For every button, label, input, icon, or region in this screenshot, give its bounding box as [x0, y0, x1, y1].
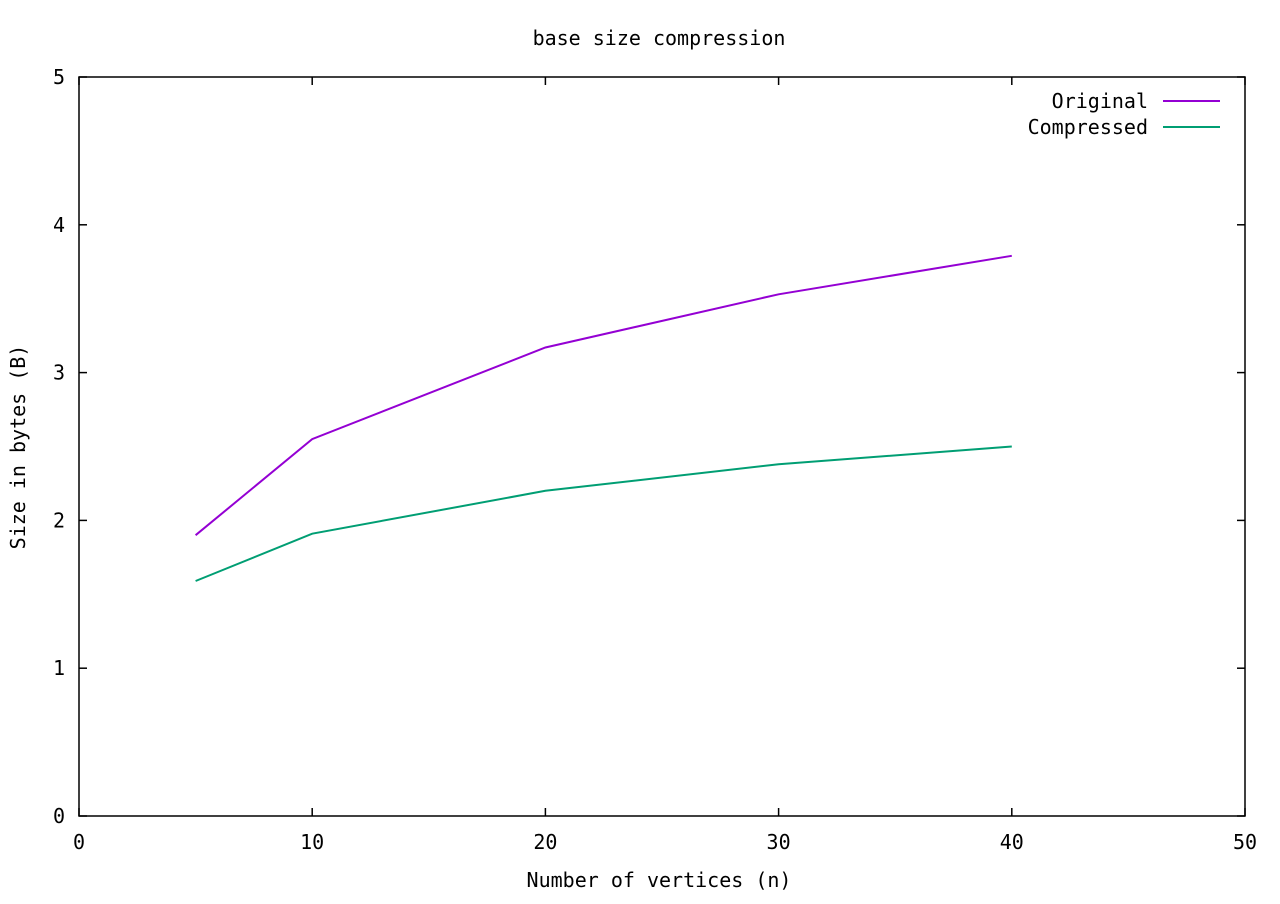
- x-tick-label: 30: [767, 830, 791, 854]
- series-lines: [194, 254, 1012, 582]
- x-tick-label: 20: [533, 830, 557, 854]
- x-tick-label: 10: [300, 830, 324, 854]
- x-tick-label: 40: [1000, 830, 1024, 854]
- x-axis-label: Number of vertices (n): [527, 868, 792, 892]
- series-line-compressed: [195, 445, 1012, 582]
- y-tick-label: 0: [53, 804, 65, 828]
- legend-label: Original: [1052, 89, 1148, 113]
- axis-ticks: 0 10 20 30 40 50 0 1 2 3 4 5: [53, 65, 1257, 854]
- chart-title: base size compression: [533, 26, 786, 50]
- y-tick-label: 1: [53, 656, 65, 680]
- x-tick-label: 50: [1233, 830, 1257, 854]
- y-tick-label: 2: [53, 508, 65, 532]
- x-tick-label: 0: [73, 830, 85, 854]
- y-tick-label: 3: [53, 361, 65, 385]
- y-axis-label: Size in bytes (B): [6, 345, 30, 550]
- series-line-original: [194, 254, 1012, 536]
- legend-label: Compressed: [1028, 115, 1148, 139]
- plot-frame: [78, 76, 1246, 817]
- y-tick-label: 4: [53, 213, 65, 237]
- y-tick-label: 5: [53, 65, 65, 89]
